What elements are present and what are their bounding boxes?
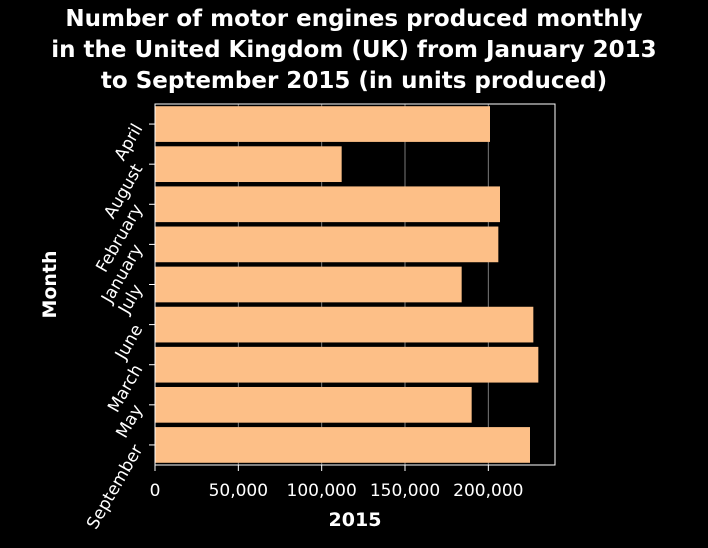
- chart-title: Number of motor engines produced monthly…: [0, 4, 708, 97]
- bar-may: [155, 386, 472, 423]
- bar-june: [155, 306, 534, 343]
- bar-august: [155, 146, 342, 183]
- chart-title-line-1: Number of motor engines produced monthly: [65, 6, 643, 32]
- x-tick-label: 200,000: [453, 481, 523, 501]
- y-tick-label: June: [111, 321, 147, 364]
- y-tick-label: September: [83, 441, 147, 532]
- y-tick-label: April: [111, 121, 148, 165]
- bar-march: [155, 346, 539, 383]
- bar-april: [155, 106, 490, 142]
- x-tick-label: 50,000: [209, 481, 268, 501]
- x-tick-label: 100,000: [287, 481, 357, 501]
- bar-february: [155, 186, 500, 223]
- bars: [155, 106, 539, 463]
- x-tick-label: 0: [150, 481, 161, 501]
- bar-july: [155, 266, 462, 303]
- x-tick-label: 150,000: [370, 481, 440, 501]
- chart-title-line-3: to September 2015 (in units produced): [100, 68, 608, 94]
- bar-january: [155, 226, 499, 263]
- y-axis-ticks: AprilAugustFebruaryJanuaryJulyJuneMarchM…: [83, 121, 155, 533]
- chart-title-line-2: in the United Kingdom (UK) from January …: [51, 37, 657, 63]
- bar-september: [155, 427, 530, 463]
- x-axis-label: 2015: [329, 509, 382, 531]
- x-axis-ticks: 0 50,000 100,000 150,000 200,000: [150, 465, 523, 501]
- y-axis-label: Month: [39, 250, 61, 318]
